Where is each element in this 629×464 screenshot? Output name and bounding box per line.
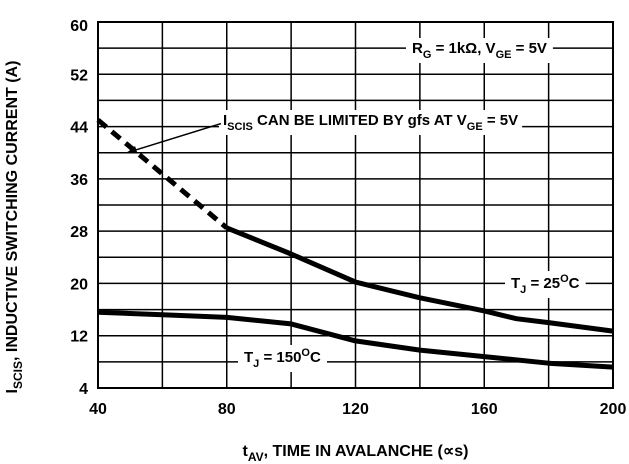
tj150-series-label: TJ = 150OC [244, 347, 321, 370]
tj150-label-background [238, 345, 327, 372]
x-tick-label: 120 [342, 401, 369, 418]
gfs-limit-annotation: ISCIS CAN BE LIMITED BY gfs AT VGE = 5V [223, 112, 518, 133]
x-axis-title: tAV, TIME IN AVALANCHE (∝s) [242, 443, 468, 464]
tick-labels: 40 80 120 160 200 4 12 20 28 36 44 52 60 [70, 18, 626, 418]
y-tick-label: 44 [70, 120, 88, 137]
x-tick-label: 200 [600, 401, 627, 418]
limit-note-background [219, 110, 523, 135]
y-tick-label: 4 [79, 381, 88, 398]
y-axis-title: ISCIS, INDUCTIVE SWITCHING CURRENT (A) [4, 61, 25, 394]
x-tick-label: 160 [471, 401, 498, 418]
y-tick-label: 12 [70, 329, 88, 346]
series-layer [96, 118, 614, 370]
series-line-0 [96, 118, 229, 230]
y-tick-label: 36 [70, 172, 88, 189]
annotation-arrow [126, 122, 222, 154]
series-line-2 [97, 309, 614, 370]
grid-lines [98, 22, 613, 388]
tj25-series-label: TJ = 25OC [511, 273, 580, 296]
conditions-annotation: RG = 1kΩ, VGE = 5V [412, 40, 547, 61]
y-tick-label: 28 [70, 224, 88, 241]
plot-frame [97, 21, 614, 389]
conditions-label-background [406, 38, 553, 63]
x-tick-label: 80 [218, 401, 236, 418]
series-line-1 [225, 225, 614, 334]
y-tick-label: 20 [70, 276, 88, 293]
x-tick-label: 40 [89, 401, 107, 418]
y-tick-label: 52 [70, 67, 88, 84]
tj25-label-background [505, 271, 586, 298]
y-tick-label: 60 [70, 18, 88, 35]
